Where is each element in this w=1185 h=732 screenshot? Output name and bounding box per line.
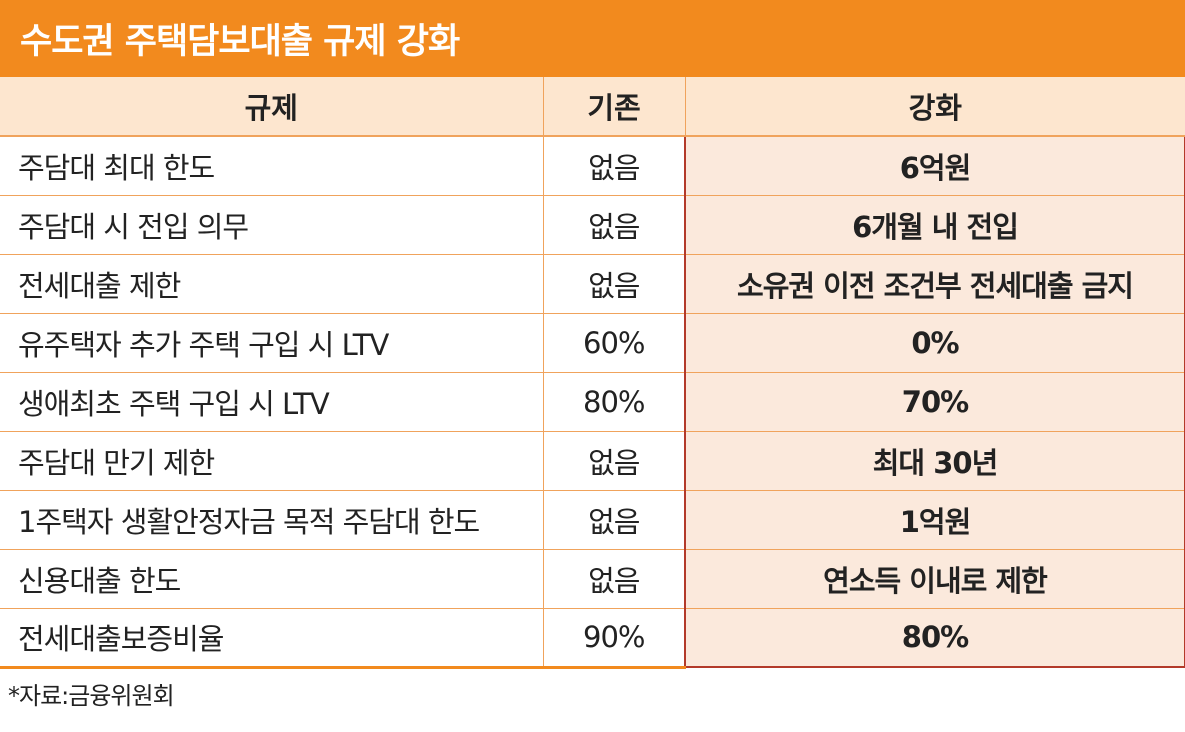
table-row: 유주택자 추가 주택 구입 시 LTV 60% 0% (0, 313, 1185, 373)
after-cell: 70% (684, 372, 1185, 432)
after-cell: 0% (684, 313, 1185, 373)
page-title: 수도권 주택담보대출 규제 강화 (20, 22, 460, 62)
after-cell: 최대 30년 (684, 431, 1185, 491)
rule-cell: 주담대 시 전입 의무 (0, 195, 544, 255)
table-row: 1주택자 생활안정자금 목적 주담대 한도 없음 1억원 (0, 490, 1185, 550)
rule-cell: 전세대출 제한 (0, 254, 544, 314)
rule-cell: 주담대 만기 제한 (0, 431, 544, 491)
table-row: 생애최초 주택 구입 시 LTV 80% 70% (0, 372, 1185, 432)
regulation-table: 규제 기존 강화 주담대 최대 한도 없음 6억원 주담대 시 전입 의무 없음… (0, 77, 1185, 669)
after-cell: 80% (684, 608, 1185, 668)
rule-cell: 유주택자 추가 주택 구입 시 LTV (0, 313, 544, 373)
after-cell: 6억원 (684, 135, 1185, 196)
before-cell: 없음 (543, 254, 686, 314)
before-cell: 80% (543, 372, 686, 432)
before-cell: 없음 (543, 549, 686, 609)
before-cell: 없음 (543, 195, 686, 255)
table-header-row: 규제 기존 강화 (0, 77, 1185, 137)
column-header-after: 강화 (685, 77, 1185, 137)
rule-cell: 생애최초 주택 구입 시 LTV (0, 372, 544, 432)
rule-cell: 신용대출 한도 (0, 549, 544, 609)
rule-cell: 1주택자 생활안정자금 목적 주담대 한도 (0, 490, 544, 550)
before-cell: 없음 (543, 136, 686, 196)
before-cell: 60% (543, 313, 686, 373)
table-row: 주담대 시 전입 의무 없음 6개월 내 전입 (0, 195, 1185, 255)
table-row: 신용대출 한도 없음 연소득 이내로 제한 (0, 549, 1185, 609)
after-cell: 연소득 이내로 제한 (684, 549, 1185, 609)
table-row: 주담대 만기 제한 없음 최대 30년 (0, 431, 1185, 491)
before-cell: 90% (543, 608, 686, 669)
rule-cell: 주담대 최대 한도 (0, 136, 544, 196)
table-row: 주담대 최대 한도 없음 6억원 (0, 135, 1185, 196)
column-header-rule: 규제 (0, 77, 544, 137)
title-bar: 수도권 주택담보대출 규제 강화 (0, 0, 1185, 77)
table-row: 전세대출보증비율 90% 80% (0, 608, 1185, 669)
before-cell: 없음 (543, 490, 686, 550)
after-cell: 6개월 내 전입 (684, 195, 1185, 255)
rule-cell: 전세대출보증비율 (0, 608, 544, 669)
column-header-before: 기존 (543, 77, 686, 137)
after-cell: 소유권 이전 조건부 전세대출 금지 (684, 254, 1185, 314)
after-cell: 1억원 (684, 490, 1185, 550)
table-row: 전세대출 제한 없음 소유권 이전 조건부 전세대출 금지 (0, 254, 1185, 314)
source-note: *자료:금융위원회 (8, 682, 175, 710)
before-cell: 없음 (543, 431, 686, 491)
